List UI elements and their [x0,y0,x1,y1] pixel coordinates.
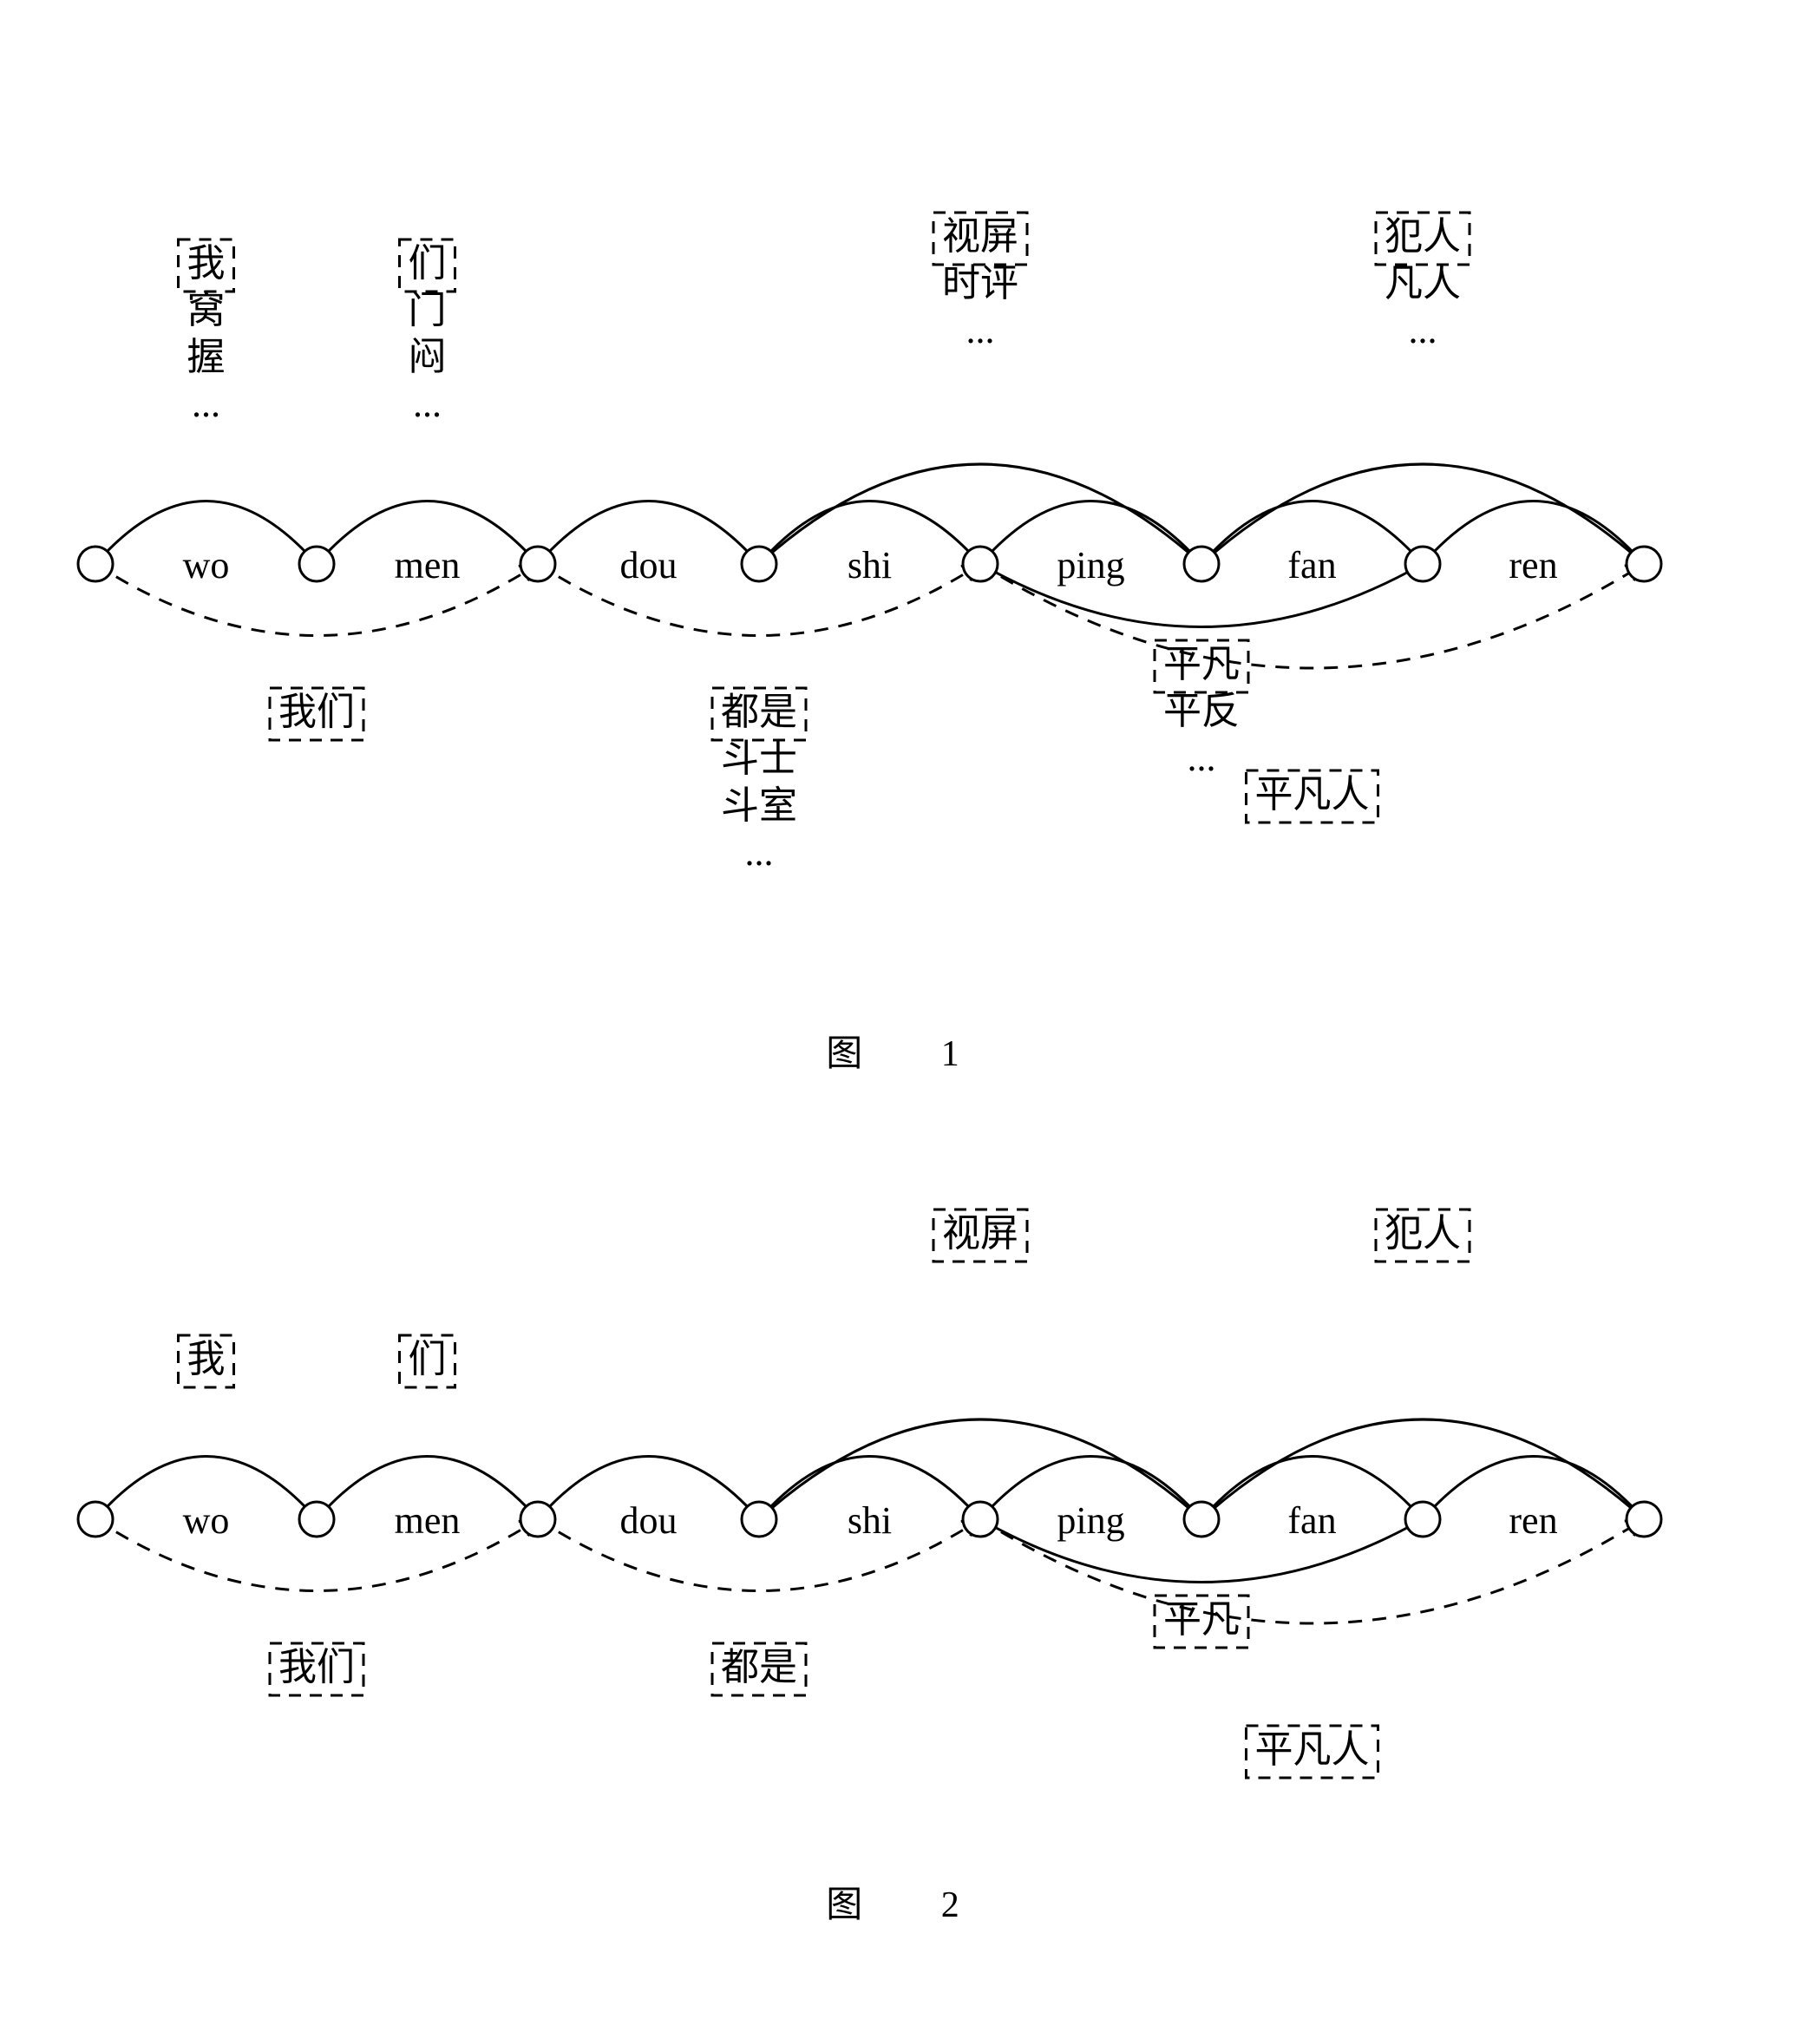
bottom-candidate-text: 都是 [721,691,797,733]
figure-1-svg: wo men dou shi ping fan ren 我窝握... 们门闷... 视屏时评...… [35,35,1785,1006]
lattice-node [299,547,334,581]
bottom-candidate-text: 斗室 [721,784,797,827]
pinyin-label: ping [1057,544,1124,587]
lattice-node [1184,547,1219,581]
top-candidate-text: ... [192,383,220,425]
top-candidate-text: 们 [409,1338,447,1380]
figure-1: wo men dou shi ping fan ren 我窝握... 们门闷... 视屏时评...… [35,35,1785,1077]
lattice-node [1405,1502,1440,1537]
top-candidate-text: ... [1409,309,1437,351]
lattice-node [520,1502,555,1537]
pinyin-label: fan [1287,1499,1336,1542]
lattice-node [742,547,776,581]
lattice-node [1627,1502,1661,1537]
top-candidate-text: ... [413,383,442,425]
top-candidate-text: 窝 [187,289,226,331]
top-candidate-text: 我 [187,1338,226,1380]
pinyin-label: fan [1287,544,1336,587]
top-candidate-text: 犯人 [1385,1212,1461,1255]
top-candidate-text: ... [966,309,995,351]
pinyin-label: shi [848,1499,892,1542]
top-candidate-text: 视屏 [942,215,1018,258]
top-candidate-text: 犯人 [1385,215,1461,258]
lattice-node [520,547,555,581]
lattice-node [78,1502,113,1537]
pinyin-label: ren [1509,1499,1557,1542]
figure-1-caption: 图 1 [35,1024,1785,1077]
lattice-node [742,1502,776,1537]
bottom-candidate-text: ... [745,831,774,874]
lattice-node [1184,1502,1219,1537]
pinyin-label: wo [183,544,230,587]
figure-2-svg: womendoushipingfanren我们视屏犯人我们都是平凡平凡人 [35,1146,1785,1858]
bottom-candidate-text: 平凡 [1163,1598,1240,1641]
lattice-node [1405,547,1440,581]
top-candidate-text: 们 [409,242,447,285]
top-candidate-text: 握 [187,336,226,378]
lattice-node [963,1502,998,1537]
bottom-candidate-text: 平凡 [1163,643,1240,685]
pinyin-label: men [395,1499,461,1542]
bottom-candidate-text: 我们 [278,1646,355,1688]
lattice-node [963,547,998,581]
bottom-candidate-text: ... [1188,737,1216,779]
pinyin-label: ping [1057,1499,1124,1542]
figure-2: womendoushipingfanren我们视屏犯人我们都是平凡平凡人 图 2 [35,1146,1785,1928]
bottom-candidate-text: 平反 [1163,690,1240,732]
bottom-candidate-text: 我们 [278,691,355,733]
lattice-node [1627,547,1661,581]
bottom-candidate-text: 平凡人 [1255,1728,1370,1771]
bottom-candidate-text: 都是 [721,1646,797,1688]
pinyin-label: shi [848,544,892,587]
top-candidate-text: 视屏 [942,1212,1018,1255]
bottom-candidate-text: 斗士 [721,737,797,780]
lattice-node [78,547,113,581]
pinyin-label: wo [183,1499,230,1542]
pinyin-label: men [395,544,461,587]
top-candidate-text: 门 [409,289,447,331]
figure-2-caption: 图 2 [35,1875,1785,1928]
pinyin-label: dou [620,544,678,587]
top-candidate-text: 我 [187,242,226,285]
top-candidate-text: 闷 [409,336,447,378]
pinyin-label: dou [620,1499,678,1542]
bottom-candidate-text: 平凡人 [1255,773,1370,816]
lattice-node [299,1502,334,1537]
top-candidate-text: 时评 [942,262,1018,305]
top-candidate-text: 凡人 [1385,262,1461,305]
pinyin-label: ren [1509,544,1557,587]
